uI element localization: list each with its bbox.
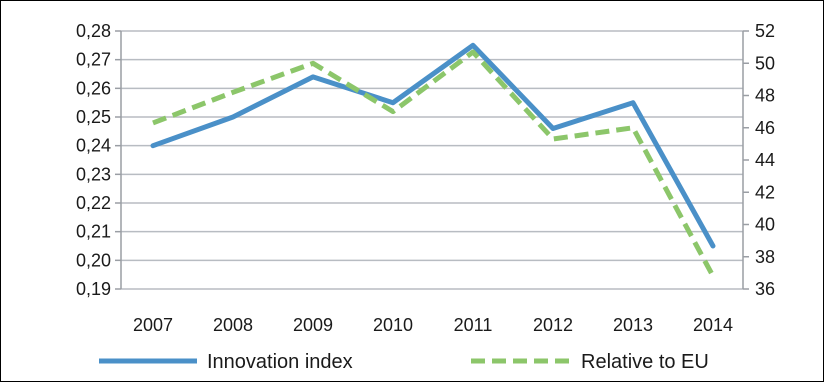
left-tick-label: 0,21 [76,222,111,242]
right-tick-label: 44 [755,150,775,170]
series-lines [150,42,716,278]
right-tick-label: 38 [755,247,775,267]
left-tick-label: 0,26 [76,78,111,98]
right-tick-label: 52 [755,21,775,41]
x-tick-label: 2011 [454,315,493,335]
left-tick-label: 0,28 [76,21,111,41]
left-tick-label: 0,23 [76,164,111,184]
right-tick-label: 48 [755,86,775,106]
x-tick-label: 2010 [373,315,413,335]
legend-label: Innovation index [207,351,353,373]
x-axis: 2007 2008 2009 2010 2011 2012 2013 2014 [133,315,733,335]
series-line-relative-to-eu [152,49,716,278]
x-tick-label: 2007 [133,315,173,335]
right-tick-label: 50 [755,53,775,73]
x-tick-label: 2009 [293,315,333,335]
left-tick-label: 0,20 [76,250,111,270]
x-tick-label: 2012 [533,315,573,335]
x-tick-label: 2014 [693,315,733,335]
left-tick-label: 0,25 [76,107,111,127]
x-tick-label: 2013 [613,315,653,335]
right-tick-label: 42 [755,182,775,202]
left-y-axis: 0,19 0,20 0,21 0,22 0,23 0,24 0,25 0,26 0,27 0,28 [76,21,121,299]
right-y-axis: 36 38 40 42 44 46 48 50 52 [743,21,775,299]
left-tick-label: 0,27 [76,50,111,70]
x-tick-label: 2008 [213,315,253,335]
legend: Innovation index Relative to EU [99,351,709,373]
left-tick-label: 0,22 [76,193,111,213]
series-line-innovation-index [150,42,716,249]
gridlines [121,30,743,290]
legend-label: Relative to EU [581,351,709,373]
right-tick-label: 36 [755,279,775,299]
right-tick-label: 40 [755,215,775,235]
left-tick-label: 0,24 [76,136,111,156]
left-tick-label: 0,19 [76,279,111,299]
right-tick-label: 46 [755,118,775,138]
